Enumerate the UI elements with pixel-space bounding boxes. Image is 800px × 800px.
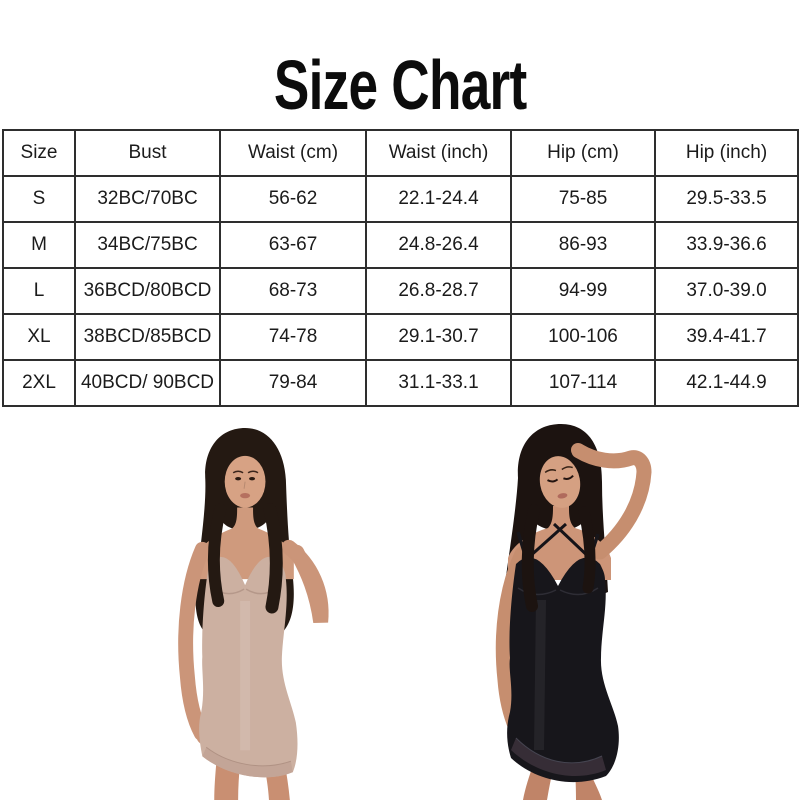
waist-cm-cell: 68-73: [219, 267, 367, 315]
arms: [178, 539, 329, 741]
column-header-hip-cm: Hip (cm): [510, 129, 656, 177]
hip-inch-cell: 29.5-33.5: [654, 175, 799, 223]
bust-cell: 32BC/70BC: [74, 175, 221, 223]
size-chart-table: Size Bust Waist (cm) Waist (inch) Hip (c…: [2, 129, 799, 407]
table-row-l: L 36BCD/80BCD 68-73 26.8-28.7 94-99 37.0…: [2, 267, 799, 315]
hip-cm-cell: 107-114: [510, 359, 656, 407]
waist-cm-cell: 74-78: [219, 313, 367, 361]
size-cell: 2XL: [2, 359, 76, 407]
raised-arm: [571, 443, 652, 560]
waist-inch-cell: 22.1-24.4: [365, 175, 512, 223]
hip-inch-cell: 37.0-39.0: [654, 267, 799, 315]
hair-front: [208, 503, 283, 614]
nude-slip-model-figure: [178, 427, 329, 800]
black-dress: [507, 522, 619, 783]
size-cell: L: [2, 267, 76, 315]
hair-front: [521, 504, 596, 612]
bust-cell: 40BCD/ 90BCD: [74, 359, 221, 407]
hip-cm-cell: 75-85: [510, 175, 656, 223]
table-row-2xl: 2XL 40BCD/ 90BCD 79-84 31.1-33.1 107-114…: [2, 359, 799, 407]
raised-hand: [571, 443, 585, 457]
size-cell: M: [2, 221, 76, 269]
hip-cm-cell: 86-93: [510, 221, 656, 269]
bust-cell: 36BCD/80BCD: [74, 267, 221, 315]
header-row: Size Bust Waist (cm) Waist (inch) Hip (c…: [2, 129, 799, 177]
black-slip-model-figure: [495, 424, 652, 800]
column-header-bust: Bust: [74, 129, 221, 177]
hip-cm-cell: 94-99: [510, 267, 656, 315]
hip-inch-cell: 42.1-44.9: [654, 359, 799, 407]
table-row-s: S 32BC/70BC 56-62 22.1-24.4 75-85 29.5-3…: [2, 175, 799, 223]
hair-back: [195, 427, 294, 635]
bust-cell: 34BC/75BC: [74, 221, 221, 269]
right-hand: [289, 544, 305, 560]
table-row-xl: XL 38BCD/85BCD 74-78 29.1-30.7 100-106 3…: [2, 313, 799, 361]
waist-inch-cell: 31.1-33.1: [365, 359, 512, 407]
waist-cm-cell: 79-84: [219, 359, 367, 407]
mesh-hem-band: [202, 747, 293, 778]
hip-inch-cell: 33.9-36.6: [654, 221, 799, 269]
page-title: Size Chart: [273, 46, 527, 124]
hip-cm-cell: 100-106: [510, 313, 656, 361]
size-cell: S: [2, 175, 76, 223]
waist-cm-cell: 56-62: [219, 175, 367, 223]
face: [224, 455, 266, 508]
column-header-waist-inch: Waist (inch): [365, 129, 512, 177]
product-photo-black: [448, 420, 678, 800]
column-header-size: Size: [2, 129, 76, 177]
waist-inch-cell: 29.1-30.7: [365, 313, 512, 361]
bust-cell: 38BCD/85BCD: [74, 313, 221, 361]
product-photo-nude: [156, 422, 368, 800]
column-header-waist-cm: Waist (cm): [219, 129, 367, 177]
face: [539, 456, 581, 508]
waist-inch-cell: 26.8-28.7: [365, 267, 512, 315]
hip-inch-cell: 39.4-41.7: [654, 313, 799, 361]
waist-inch-cell: 24.8-26.4: [365, 221, 512, 269]
column-header-hip-inch: Hip (inch): [654, 129, 799, 177]
mesh-hem-band: [511, 738, 606, 777]
table-row-m: M 34BC/75BC 63-67 24.8-26.4 86-93 33.9-3…: [2, 221, 799, 269]
hair-back: [502, 424, 608, 638]
waist-cm-cell: 63-67: [219, 221, 367, 269]
size-cell: XL: [2, 313, 76, 361]
